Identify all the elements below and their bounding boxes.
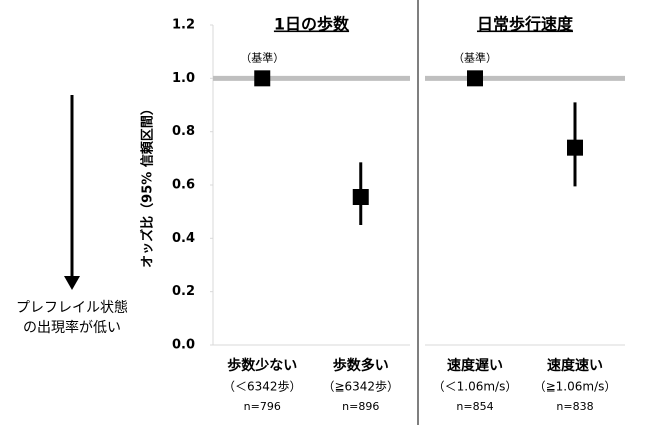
panel-title: 1日の歩数 — [274, 15, 350, 34]
value-annotation: （基準） — [240, 50, 284, 64]
point-estimate — [254, 70, 271, 87]
n-label: n=796 — [244, 400, 281, 413]
category-note: （≧6342歩） — [322, 379, 399, 394]
x-tick-label: 速度速い — [547, 357, 603, 374]
x-tick-label: 歩数少ない — [227, 357, 297, 374]
category-note: （＜6342歩） — [223, 379, 302, 394]
n-label: n=838 — [556, 400, 593, 413]
y-tick-label: 1.2 — [172, 18, 195, 33]
n-label: n=896 — [342, 400, 379, 413]
n-label: n=854 — [456, 400, 493, 413]
annotation: の出現率が低い — [23, 319, 121, 336]
point-estimate — [567, 139, 583, 156]
arrow-head — [64, 276, 80, 290]
y-axis-label: オッズ比（95% 信頼区間） — [140, 102, 156, 268]
x-tick-label: 歩数多い — [333, 357, 389, 374]
panel-title: 日常歩行速度 — [477, 15, 574, 34]
category-note: （≧1.06m/s） — [534, 380, 617, 394]
y-tick-label: 0.0 — [172, 338, 195, 353]
y-tick-label: 0.2 — [172, 284, 195, 299]
point-estimate — [467, 70, 483, 87]
x-tick-label: 速度遅い — [447, 357, 503, 374]
category-note: （＜1.06m/s） — [433, 380, 518, 394]
point-estimate — [352, 189, 369, 205]
y-tick-label: 0.6 — [172, 178, 195, 193]
y-tick-label: 1.0 — [172, 71, 195, 86]
y-tick-label: 0.8 — [172, 124, 195, 139]
value-annotation: （基準） — [453, 50, 497, 64]
y-tick-label: 0.4 — [172, 231, 195, 246]
annotation: プレフレイル状態 — [16, 300, 128, 316]
